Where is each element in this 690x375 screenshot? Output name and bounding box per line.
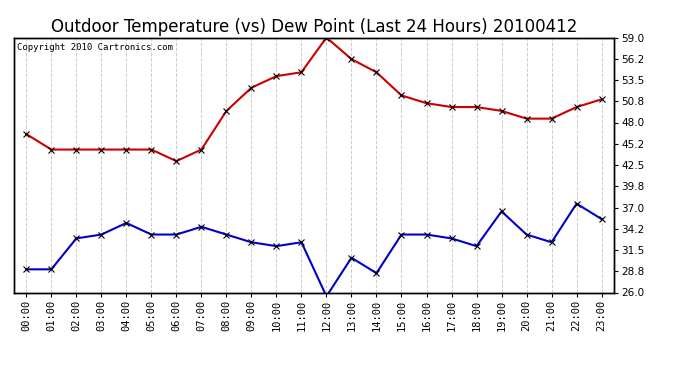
Text: Copyright 2010 Cartronics.com: Copyright 2010 Cartronics.com (17, 43, 172, 52)
Title: Outdoor Temperature (vs) Dew Point (Last 24 Hours) 20100412: Outdoor Temperature (vs) Dew Point (Last… (51, 18, 577, 36)
